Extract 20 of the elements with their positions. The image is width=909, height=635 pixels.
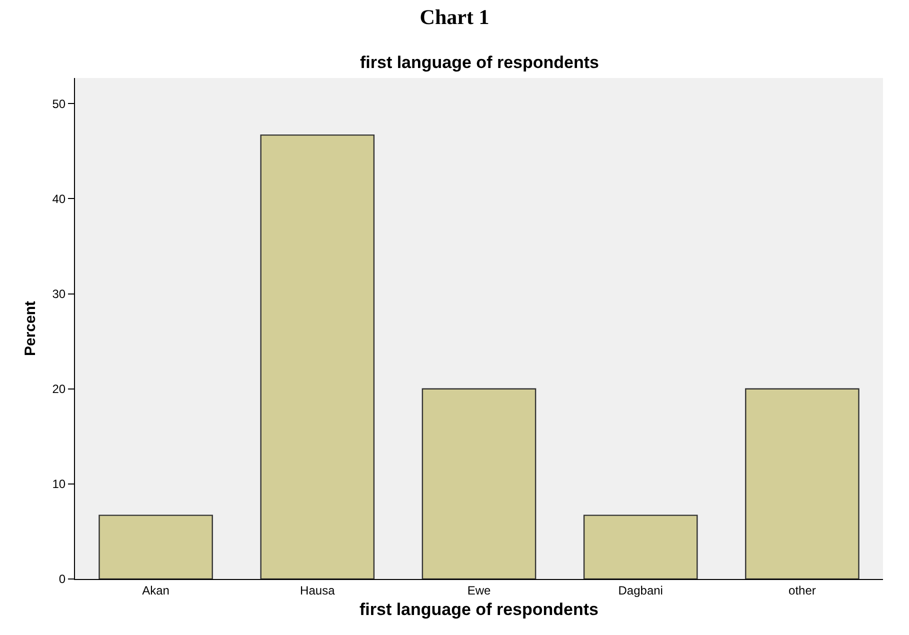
x-tick-label: Dagbani [618,583,663,598]
y-tick-label: 40 [52,192,66,206]
bar [745,388,860,579]
x-tick-label: Akan [142,583,170,598]
bar [583,514,698,579]
y-tick-label: 50 [52,96,66,111]
x-tick-label: Hausa [300,583,336,598]
x-axis-title: first language of respondents [360,600,598,619]
y-axis-title: Percent [22,300,39,356]
bar [98,514,213,579]
y-tick-label: 30 [52,287,66,301]
bar [422,388,536,579]
chart-subtitle: first language of respondents [360,53,599,72]
y-tick-label: 10 [52,477,66,492]
chart-title: Chart 1 [420,5,490,30]
bar [260,134,375,579]
x-tick-label: other [788,583,816,598]
y-tick-label: 20 [52,382,66,396]
y-tick-label: 0 [58,572,66,586]
x-tick-label: Ewe [467,583,491,598]
